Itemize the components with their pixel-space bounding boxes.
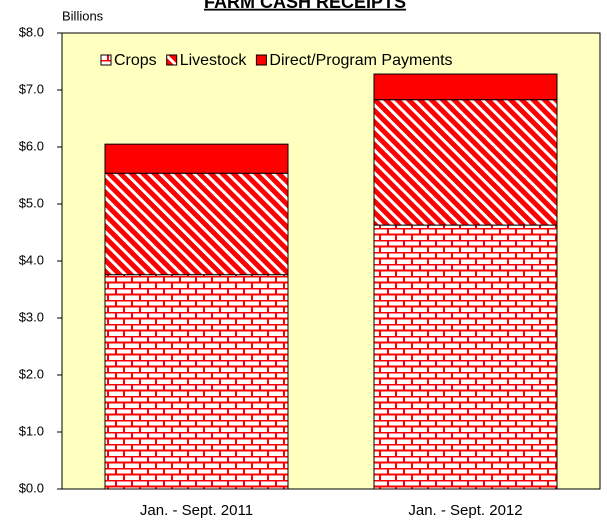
bar-segment xyxy=(373,224,558,490)
bar-segment xyxy=(373,99,558,226)
bar-segment xyxy=(104,143,289,174)
y-tick-label: $5.0 xyxy=(19,195,44,210)
legend-label: Direct/Program Payments xyxy=(269,52,452,69)
x-tick-label: Jan. - Sept. 2012 xyxy=(408,502,522,519)
y-tick-label: $8.0 xyxy=(19,24,44,39)
y-tick-label: $1.0 xyxy=(19,423,44,438)
bar-segment xyxy=(104,172,289,276)
legend-label: Livestock xyxy=(180,52,248,69)
legend-swatch xyxy=(100,54,112,66)
y-tick-label: $3.0 xyxy=(19,309,44,324)
bar-segment xyxy=(104,274,289,490)
bar-segment xyxy=(373,73,558,101)
y-axis-label: Billions xyxy=(62,8,104,23)
y-tick-label: $7.0 xyxy=(19,81,44,96)
y-tick-label: $0.0 xyxy=(19,480,44,495)
x-tick-label: Jan. - Sept. 2011 xyxy=(140,502,253,519)
legend-swatch xyxy=(255,54,267,66)
y-tick-label: $2.0 xyxy=(19,366,44,381)
chart-title: FARM CASH RECEIPTS xyxy=(204,0,406,12)
legend-label: Crops xyxy=(114,52,157,69)
y-tick-label: $4.0 xyxy=(19,252,44,267)
legend-swatch xyxy=(166,54,178,66)
y-tick-label: $6.0 xyxy=(19,138,44,153)
